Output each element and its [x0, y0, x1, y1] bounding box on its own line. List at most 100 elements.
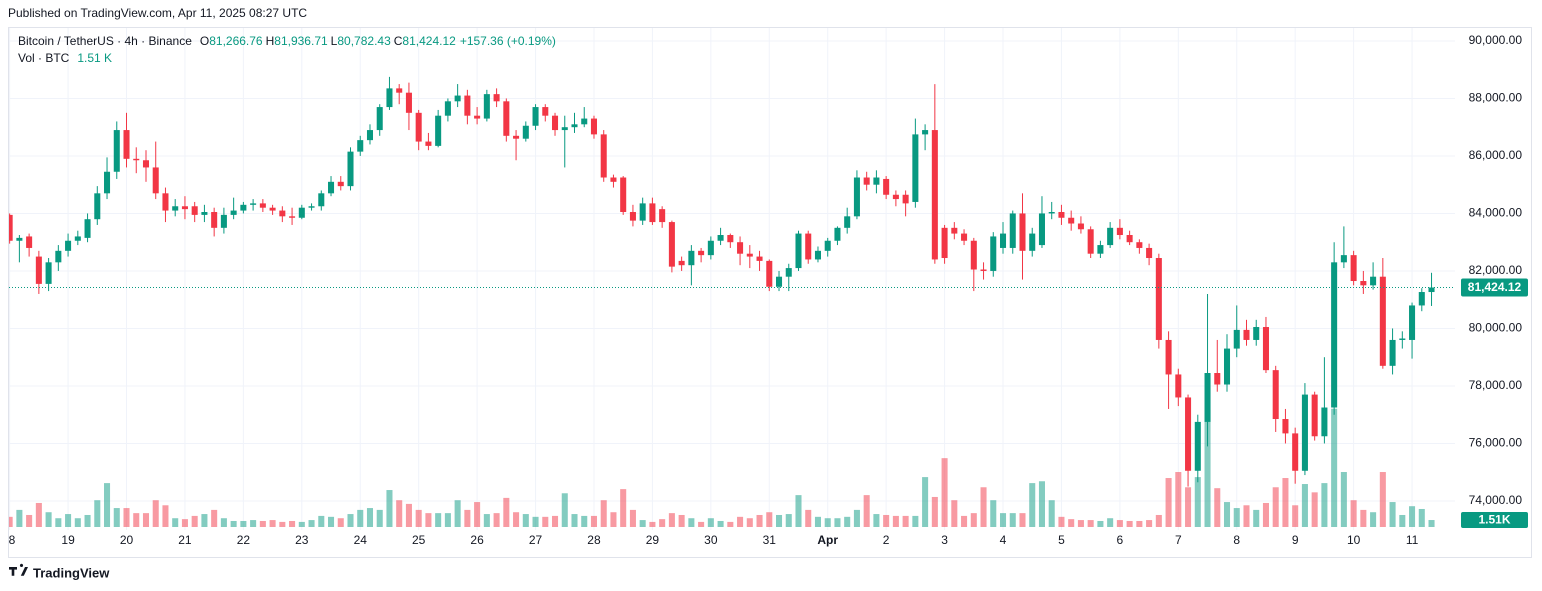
candle-body	[1146, 247, 1153, 259]
candle-body	[1370, 276, 1377, 286]
volume-tag-label: 1.51K	[1478, 513, 1510, 527]
candle-body	[814, 250, 821, 260]
ohlc-key: C	[394, 34, 403, 48]
candle-body	[337, 181, 344, 187]
candle-body	[776, 276, 783, 287]
candle-body	[746, 253, 753, 257]
candle-body	[1321, 407, 1328, 437]
volume-bar	[1253, 509, 1260, 527]
candle-body	[1214, 373, 1221, 385]
candle-body	[824, 240, 831, 251]
candle-body	[1126, 235, 1133, 243]
volume-bar	[1301, 484, 1308, 527]
candle-body	[542, 107, 549, 116]
volume-bar	[415, 509, 422, 527]
volume-header: Vol · BTC 1.51 K	[18, 51, 112, 65]
candle-body	[610, 177, 617, 182]
candle-body	[1262, 327, 1269, 371]
x-tick-label: 27	[529, 533, 543, 547]
x-tick-label: 9	[1292, 533, 1299, 547]
candle-body	[1223, 348, 1231, 385]
volume-bar	[220, 518, 227, 527]
candle-body	[133, 158, 140, 161]
candle-body	[805, 233, 812, 260]
x-tick-label: 6	[1117, 533, 1124, 547]
change-label: +157.36 (+0.19%)	[460, 34, 556, 48]
candle-body	[259, 203, 266, 208]
candle-body	[113, 130, 120, 172]
y-tick-label: 86,000.00	[1469, 148, 1523, 162]
candle-body	[483, 94, 490, 119]
volume-bar	[211, 509, 218, 527]
brand: TradingView	[33, 565, 110, 580]
candle-body	[55, 250, 62, 263]
x-tick-label: 30	[704, 533, 718, 547]
volume-bar	[94, 500, 101, 527]
candle-body	[1029, 233, 1036, 251]
volume-bar	[756, 514, 763, 527]
volume-bar	[805, 509, 812, 527]
candle-body	[172, 206, 179, 211]
y-tick-label: 78,000.00	[1469, 378, 1523, 392]
x-tick-label: 31	[763, 533, 777, 547]
candle-body	[1292, 433, 1299, 471]
volume-bar	[1068, 519, 1075, 527]
candle-body	[659, 209, 666, 223]
volume-bar	[259, 520, 266, 527]
volume-bar	[1038, 481, 1045, 527]
candle-body	[561, 127, 568, 131]
y-tick-label: 82,000.00	[1469, 263, 1523, 277]
volume-bar	[951, 500, 958, 527]
candle-body	[922, 130, 929, 135]
axes: 74,000.00 76,000.00 78,000.00 80,000.00 82,0…	[9, 33, 1528, 547]
volume-bar	[620, 489, 627, 527]
candle-body	[211, 212, 218, 228]
candle-body	[65, 240, 72, 251]
candle-body	[1175, 374, 1182, 398]
candle-body	[1136, 242, 1143, 248]
candle-body	[892, 194, 899, 200]
volume-bar	[542, 516, 549, 527]
x-tick-label: 3	[941, 533, 948, 547]
candle-body	[639, 203, 646, 221]
volume-bar	[1233, 508, 1240, 527]
candle-body	[94, 193, 101, 220]
publisher: Published on TradingView.com, Apr 11, 20…	[8, 6, 307, 20]
volume-title: Vol · BTC	[18, 51, 70, 65]
volume-bar	[318, 515, 325, 527]
volume-bar	[113, 508, 120, 527]
volume-bar	[1272, 487, 1279, 527]
candle-body	[298, 207, 305, 218]
volume-bar	[1370, 512, 1377, 527]
y-tick-label: 80,000.00	[1469, 321, 1523, 335]
candle-body	[376, 107, 383, 131]
volume-bar	[104, 483, 111, 527]
ohlc-value: 81,424.12	[402, 34, 456, 48]
candle-body	[493, 94, 500, 102]
volume-bar	[405, 503, 412, 527]
candle-body	[1194, 421, 1201, 471]
volume-bar	[454, 500, 461, 527]
volume-bar	[834, 518, 841, 527]
volume-bar	[1311, 492, 1318, 527]
volume-bar	[522, 514, 529, 527]
candle-body	[1068, 217, 1075, 224]
candle-body	[1428, 287, 1435, 293]
x-tick-label: 28	[587, 533, 601, 547]
volume-bar	[464, 509, 471, 527]
candle-body	[1097, 245, 1104, 254]
volume-bar	[902, 515, 909, 527]
volume-bar	[1175, 472, 1182, 527]
candle-body	[532, 107, 539, 126]
candle-body	[405, 92, 412, 113]
candle-body	[396, 88, 403, 93]
candle-body	[698, 250, 705, 256]
candle-body	[191, 206, 198, 215]
volume-bar	[1107, 518, 1114, 527]
candle-body	[600, 134, 607, 178]
y-tick-label: 90,000.00	[1469, 33, 1523, 47]
volume-bar	[337, 518, 344, 527]
volume-bar	[766, 512, 773, 527]
volume-bar	[590, 515, 597, 527]
candle-body	[902, 194, 909, 204]
